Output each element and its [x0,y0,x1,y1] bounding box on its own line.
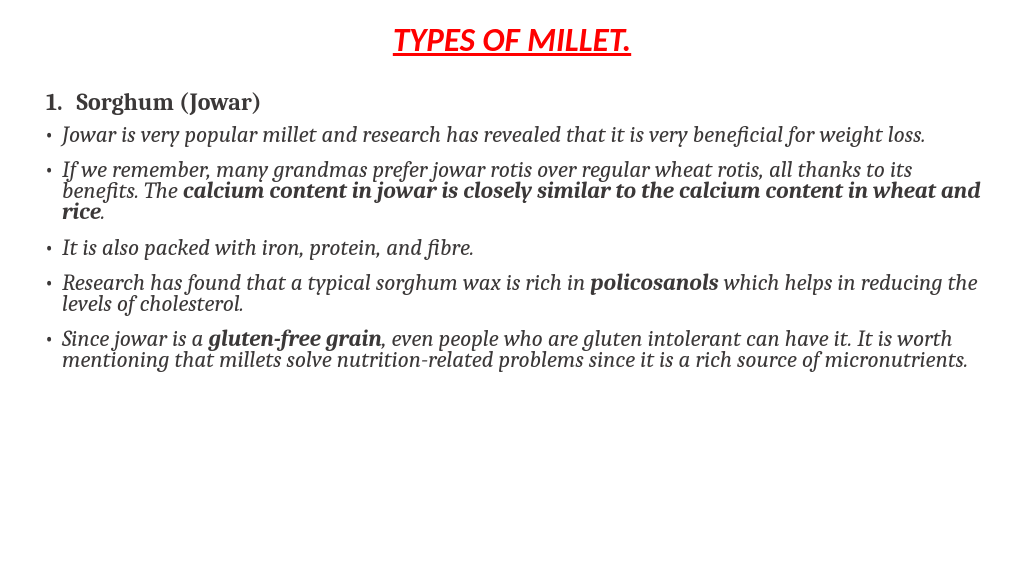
bullet-item: Research has found that a typical sorghu… [40,272,984,314]
bullet-text-part: calcium content in jowar is closely simi… [62,177,980,225]
bullet-item: Jowar is very popular millet and researc… [40,124,984,145]
bullet-item: It is also packed with iron, protein, an… [40,237,984,258]
slide-title: TYPES OF MILLET. [40,20,984,60]
bullet-text-part: It is also packed with iron, protein, an… [62,234,474,261]
heading-number: 1. [46,88,63,116]
heading-text: Sorghum (Jowar) [77,88,262,116]
bullet-text-part: policosanols [590,269,718,296]
bullet-item: Since jowar is a gluten-free grain, even… [40,328,984,370]
bullet-text-part: Jowar is very popular millet and researc… [62,121,926,148]
bullet-item: If we remember, many grandmas prefer jow… [40,159,984,222]
section-heading: 1. Sorghum (Jowar) [46,88,984,116]
bullet-text-part: . [101,198,105,225]
bullet-list: Jowar is very popular millet and researc… [40,124,984,370]
